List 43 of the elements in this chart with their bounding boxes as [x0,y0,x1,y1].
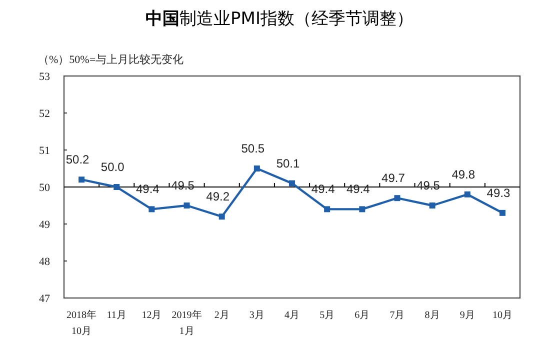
chart-title: 中国制造业PMI指数（经季节调整） [146,9,414,29]
x-tick-label: 6月 [354,310,370,321]
x-tick-label: 3月 [249,310,264,321]
point [359,206,366,212]
x-tick-label: 8月 [424,310,440,321]
point [394,195,400,202]
data-label: 50.2 [66,152,90,167]
x-tick-label: 9月 [460,310,475,321]
x-tick-label: 11月 [106,310,126,321]
y-tick-label: 49 [39,219,50,231]
data-label: 49.3 [486,186,510,200]
data-label: 49.2 [206,190,230,204]
y-tick-label: 51 [39,145,50,157]
x-tick-label: 10月 [492,310,512,321]
y-tick-label: 52 [39,108,50,120]
point [324,206,330,212]
data-label: 50.5 [241,142,265,156]
point [429,202,436,208]
y-tick-label: 53 [39,71,50,83]
x-tick-label: 2019年 1月 [172,309,202,337]
point [289,180,295,186]
point [114,184,120,190]
point [254,166,260,172]
point [464,191,470,198]
y-tick-label: 48 [39,256,50,268]
x-tick-label: 7月 [390,310,405,321]
chart-subtitle: （%）50%=与上月比较无变化 [38,53,184,66]
x-tick-label: 2月 [214,310,230,321]
data-label: 49.7 [382,171,406,186]
data-label: 50.1 [276,156,300,170]
point [499,210,506,216]
point [184,202,190,208]
x-tick-label: 2018年 10月 [66,309,97,337]
point [148,206,155,212]
x-tick-label: 5月 [320,310,335,321]
data-label: 49.8 [452,167,476,182]
point [218,214,225,220]
data-label: 50.0 [100,160,125,174]
x-tick-label: 4月 [284,310,300,321]
y-tick-label: 50 [39,182,50,194]
y-tick-label: 47 [39,293,50,305]
x-tick-label: 12月 [142,310,162,321]
point [78,176,85,183]
